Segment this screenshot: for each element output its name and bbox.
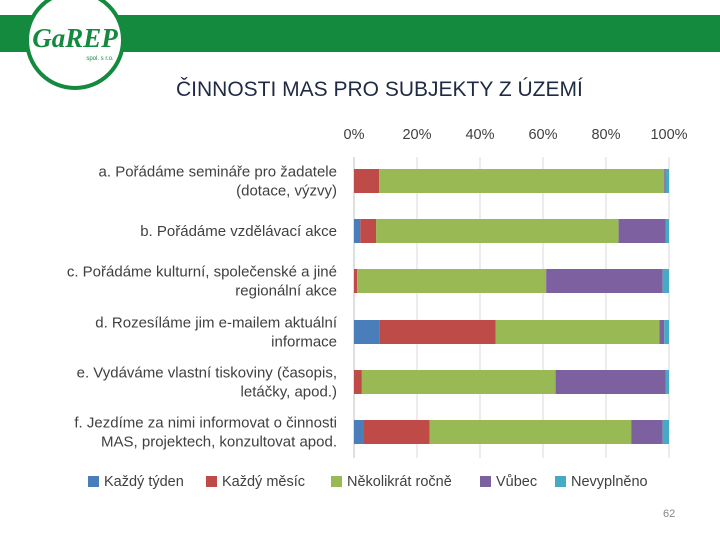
- bar-segment: [354, 370, 362, 394]
- bar-segment: [354, 320, 380, 344]
- legend-swatch: [331, 476, 342, 487]
- bar-segment: [361, 370, 556, 394]
- category-label: a. Pořádáme semináře pro žadatele: [99, 164, 337, 181]
- legend-swatch: [206, 476, 217, 487]
- legend-swatch: [555, 476, 566, 487]
- category-label: (dotace, výzvy): [236, 183, 337, 200]
- bar-segment: [379, 169, 665, 193]
- category-label: c. Pořádáme kulturní, společenské a jiné: [67, 264, 337, 281]
- bar-segment: [354, 420, 364, 444]
- bar-segment: [659, 320, 665, 344]
- bar-segment: [665, 370, 669, 394]
- legend-swatch: [480, 476, 491, 487]
- bar-segment: [662, 269, 669, 293]
- bar-segment: [555, 370, 666, 394]
- x-tick-label: 20%: [402, 127, 431, 143]
- bar-segment: [360, 219, 377, 243]
- category-label: MAS, projektech, konzultovat apod.: [101, 434, 337, 451]
- x-tick-label: 60%: [528, 127, 557, 143]
- bar-segment: [495, 320, 660, 344]
- legend-swatch: [88, 476, 99, 487]
- category-label: regionální akce: [235, 283, 337, 300]
- category-label: f. Jezdíme za nimi informovat o činnosti: [74, 415, 337, 432]
- page-title: ČINNOSTI MAS PRO SUBJEKTY Z ÚZEMÍ: [176, 78, 583, 101]
- category-label: e. Vydáváme vlastní tiskoviny (časopis,: [77, 365, 337, 382]
- bar-segment: [379, 320, 496, 344]
- legend-label: Vůbec: [496, 474, 537, 490]
- logo-subtext: spol. s r.o.: [86, 56, 114, 62]
- bar-segment: [546, 269, 663, 293]
- bar-segment: [354, 169, 380, 193]
- bar-segment: [363, 420, 430, 444]
- bar-segment: [376, 219, 619, 243]
- bar-segment: [357, 269, 547, 293]
- bar-segment: [354, 269, 358, 293]
- x-tick-label: 0%: [344, 127, 365, 143]
- page-number: 62: [663, 508, 676, 520]
- x-tick-label: 40%: [465, 127, 494, 143]
- bar-segment: [631, 420, 663, 444]
- bar-segment: [665, 169, 669, 193]
- bar-segment: [662, 420, 669, 444]
- legend-label: Každý týden: [104, 474, 184, 490]
- legend-label: Každý měsíc: [222, 474, 305, 490]
- legend-label: Několikrát ročně: [347, 474, 452, 490]
- bar-segment: [665, 219, 669, 243]
- category-label: letáčky, apod.): [241, 384, 337, 401]
- x-tick-label: 80%: [591, 127, 620, 143]
- bar-segment: [618, 219, 666, 243]
- bar-segment: [664, 169, 666, 193]
- bar-segment: [429, 420, 632, 444]
- legend-label: Nevyplněno: [571, 474, 648, 490]
- category-label: d. Rozesíláme jim e-mailem aktuální: [95, 315, 338, 332]
- bar-segment: [354, 219, 361, 243]
- category-label: b. Pořádáme vzdělávací akce: [140, 223, 337, 240]
- bar-segment: [664, 320, 669, 344]
- logo-wordmark: GaREP: [32, 23, 118, 53]
- x-tick-label: 100%: [650, 127, 687, 143]
- company-logo: GaREP spol. s r.o.: [25, 0, 125, 90]
- category-label: informace: [271, 334, 337, 351]
